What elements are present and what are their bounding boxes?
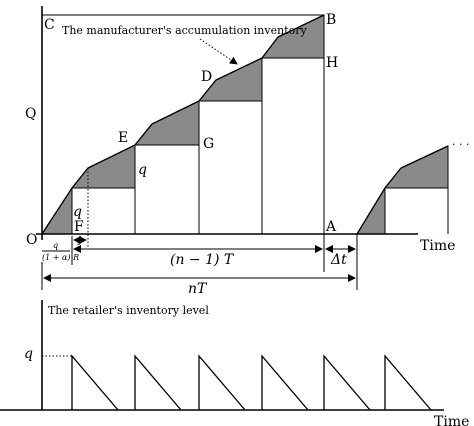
label-H: H	[326, 55, 338, 71]
retailer-sawtooth-4	[261, 354, 309, 411]
label-Q: Q	[25, 106, 36, 122]
label-A: A	[325, 219, 337, 235]
step-box-3	[198, 100, 263, 234]
step-box-2	[134, 144, 200, 234]
label-E: E	[118, 130, 128, 146]
annotation-manufacturer: The manufacturer's accumulation inventor…	[62, 24, 307, 37]
label-O: O	[26, 232, 37, 248]
label-nT: nT	[188, 281, 208, 297]
shaded-region-next-2	[383, 145, 449, 189]
retailer-sawtooth-2	[134, 354, 182, 411]
retailer-panel: The retailer's inventory level q Time	[0, 300, 469, 426]
label-B: B	[326, 12, 336, 28]
label-n-minus-1-T: (n − 1) T	[170, 252, 235, 268]
step-box-next	[384, 187, 449, 234]
label-t: t	[77, 238, 81, 247]
retailer-time-label: Time	[434, 414, 469, 426]
accumulation-curve-next	[356, 145, 449, 235]
label-q-left: q	[73, 204, 82, 220]
manufacturer-panel: · · · C B H D E G q q F O A Q Time The m…	[25, 6, 469, 297]
shaded-region-2	[70, 144, 136, 189]
retailer-q-label: q	[24, 346, 33, 362]
label-q-right: q	[138, 162, 147, 178]
fraction-denominator: (1 + α) R	[42, 253, 79, 262]
label-F: F	[74, 219, 84, 235]
retailer-sawtooth-6	[384, 354, 432, 411]
shaded-region-3	[133, 100, 200, 146]
label-G: G	[203, 136, 214, 152]
annotation-pointer	[199, 38, 238, 65]
retailer-sawtooth-5	[323, 354, 371, 411]
label-delta-t: Δt	[330, 252, 347, 268]
retailer-sawtooth-1	[71, 354, 119, 411]
label-C: C	[44, 17, 55, 33]
retailer-sawtooth-3	[198, 354, 246, 411]
label-time-top: Time	[420, 238, 455, 254]
retailer-title: The retailer's inventory level	[48, 304, 209, 317]
label-D: D	[201, 69, 212, 85]
fraction-numerator: q	[53, 241, 58, 250]
accumulation-curve	[41, 14, 325, 235]
step-box-4	[261, 57, 324, 234]
continuation-dots: · · ·	[452, 138, 469, 151]
